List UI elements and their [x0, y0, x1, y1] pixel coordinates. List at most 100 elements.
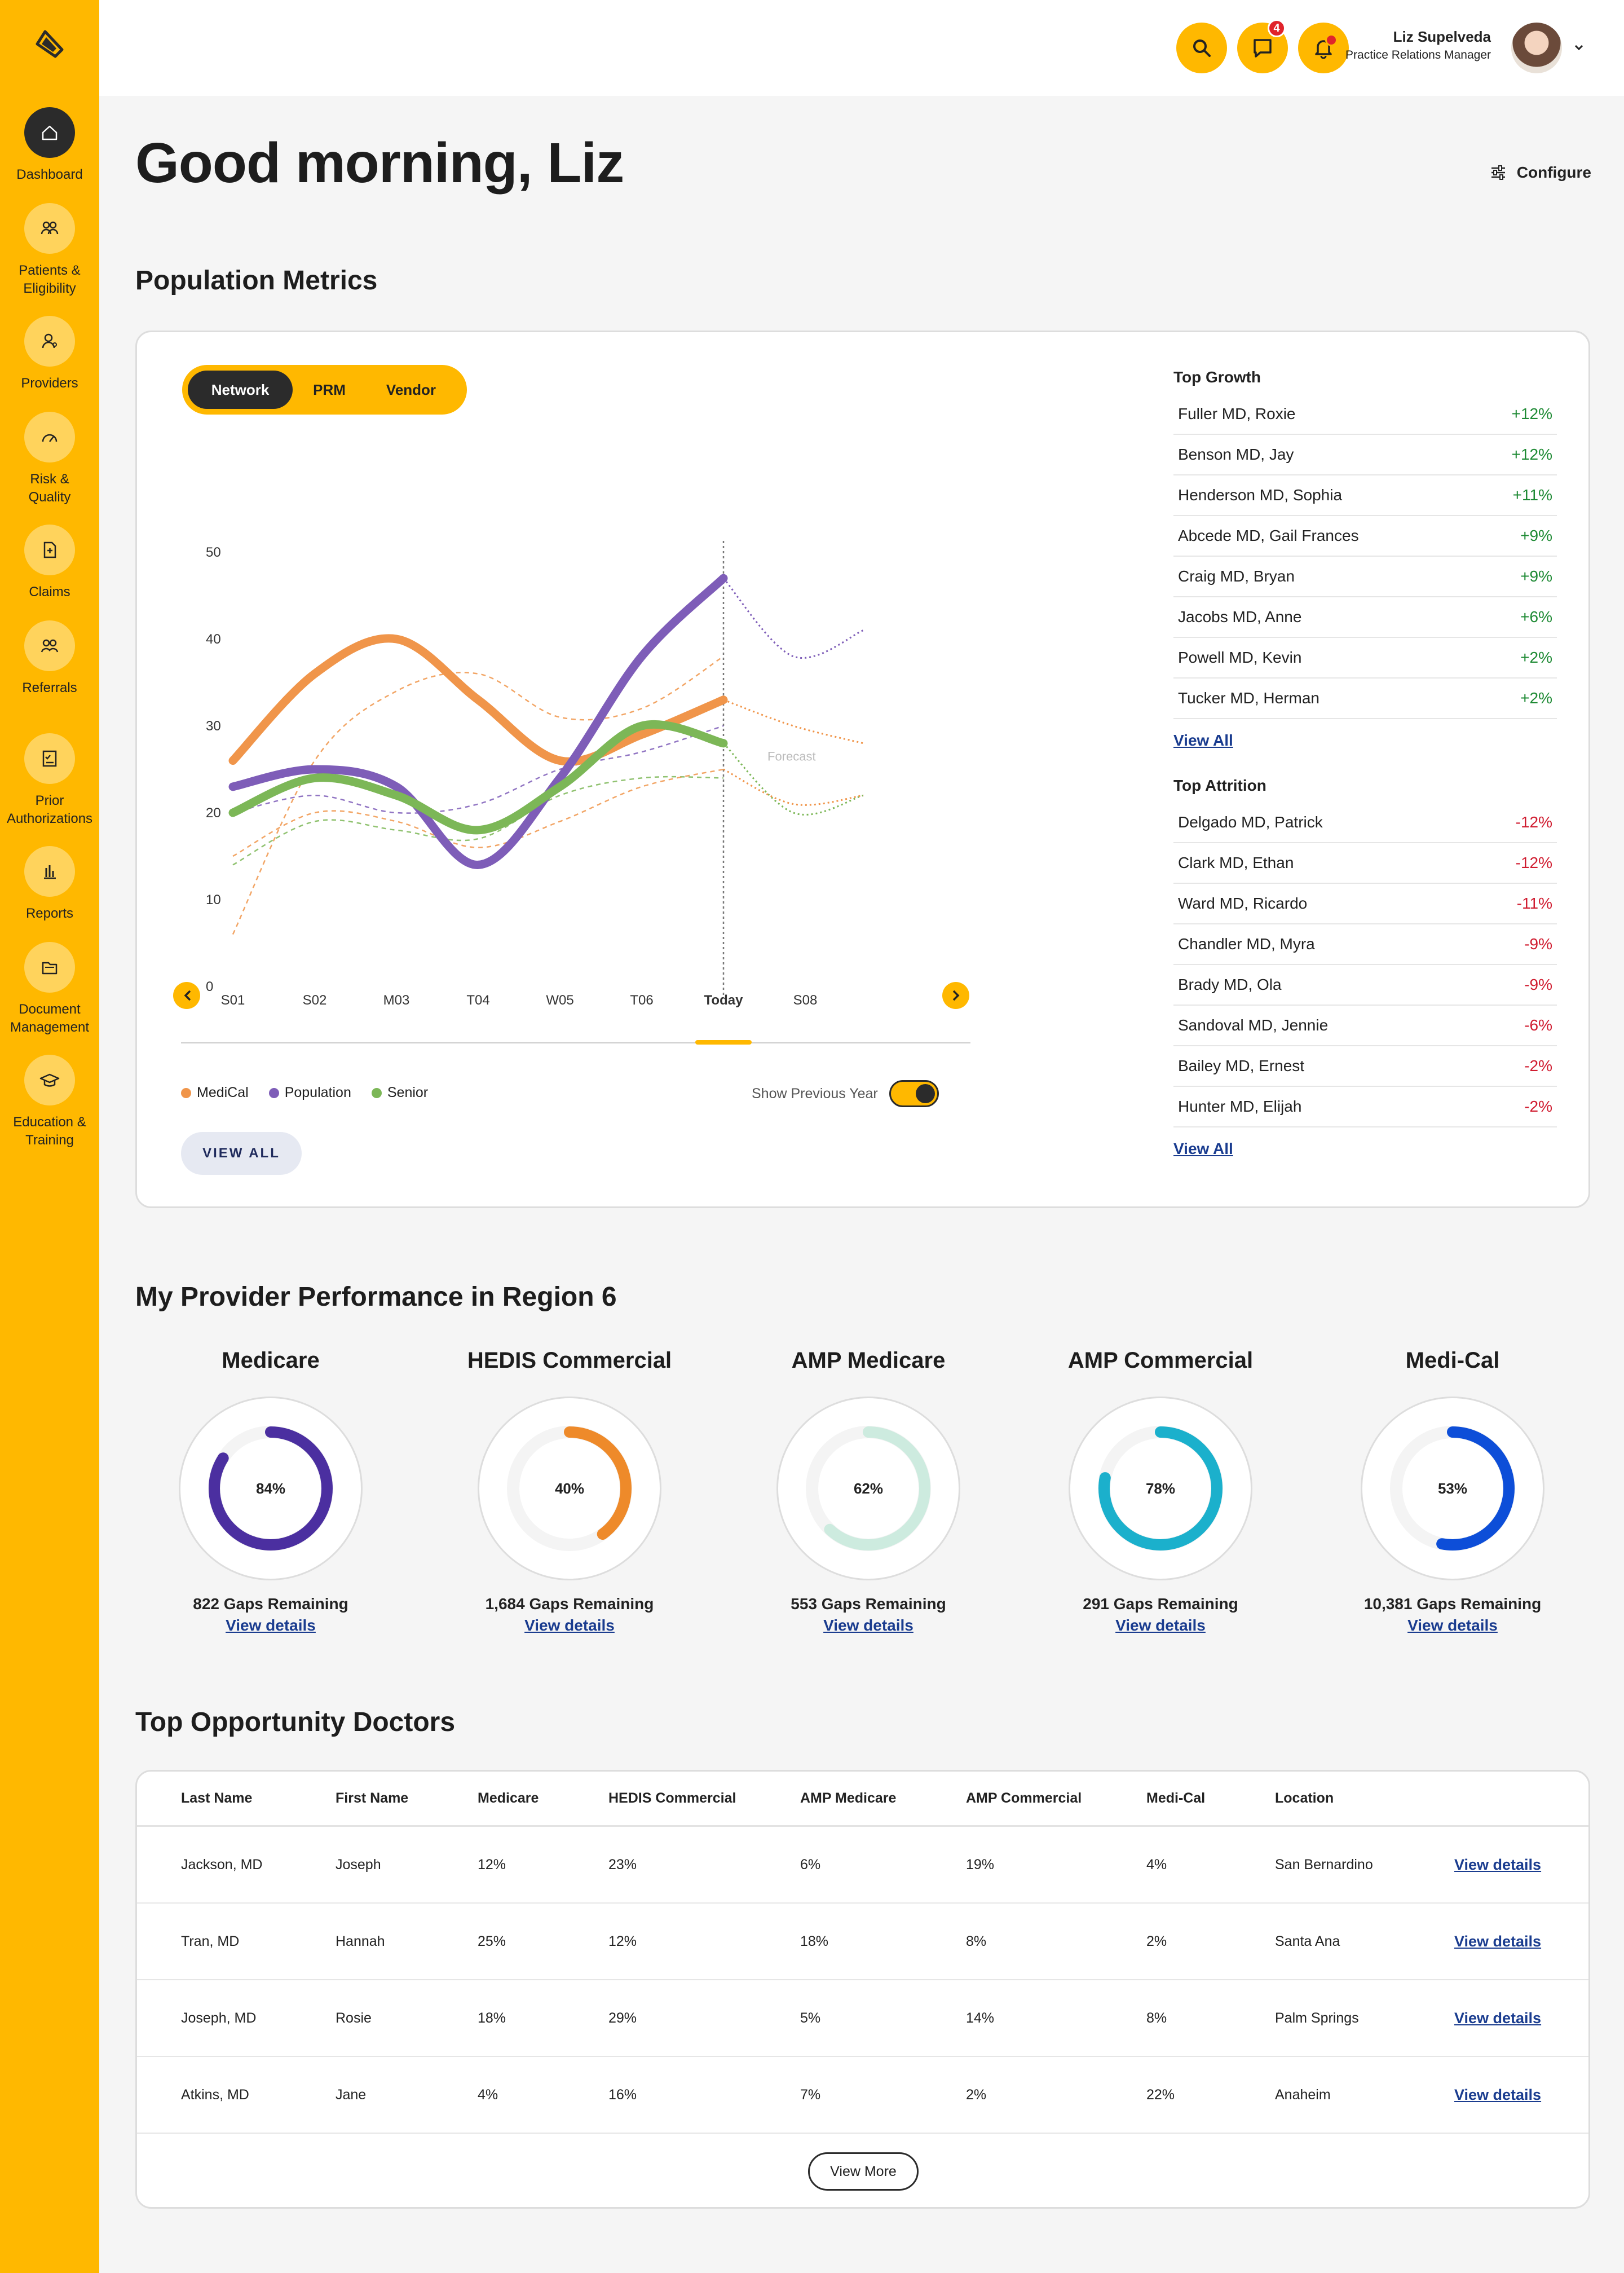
column-header[interactable]: AMP Commercial: [966, 1790, 1082, 1806]
gaps-remaining: 1,684 Gaps Remaining: [485, 1595, 654, 1613]
sidebar-item-education-training[interactable]: Education & Training: [0, 1055, 99, 1149]
top-attrition-view-all-link[interactable]: View All: [1173, 1140, 1233, 1157]
table-cell: 12%: [478, 1856, 506, 1873]
column-header[interactable]: First Name: [336, 1790, 409, 1806]
segment-prm[interactable]: PRM: [313, 381, 346, 398]
sidebar-item-dashboard[interactable]: Dashboard: [0, 107, 99, 184]
x-tick-label: T04: [466, 993, 489, 1008]
top-growth-title: Top Growth: [1173, 368, 1261, 386]
table-cell: Jane: [336, 2086, 367, 2103]
chart-next-button[interactable]: [942, 982, 969, 1009]
change-value: -12%: [1515, 854, 1552, 871]
change-value: +2%: [1520, 649, 1552, 666]
list-item[interactable]: Tucker MD, Herman +2%: [1173, 679, 1557, 719]
sidebar-item-prior-authorizations[interactable]: Prior Authorizations: [0, 733, 99, 828]
top-growth-list: Top Growth Fuller MD, Roxie +12% Benson MD…: [1173, 368, 1557, 750]
table-cell: 23%: [608, 1856, 637, 1873]
list-item[interactable]: Hunter MD, Elijah -2%: [1173, 1087, 1557, 1127]
view-details-link[interactable]: View details: [1454, 2009, 1542, 2027]
performance-title: HEDIS Commercial: [467, 1348, 672, 1373]
messages-button[interactable]: 4: [1237, 19, 1288, 73]
column-header[interactable]: Medicare: [478, 1790, 539, 1806]
performance-title: AMP Medicare: [791, 1348, 946, 1373]
x-tick-label: Today: [704, 993, 744, 1008]
list-item[interactable]: Powell MD, Kevin +2%: [1173, 638, 1557, 679]
view-details-link[interactable]: View details: [524, 1616, 615, 1634]
chevron-left-icon: [184, 990, 191, 1001]
column-header[interactable]: Location: [1275, 1790, 1334, 1806]
provider-name: Tucker MD, Herman: [1178, 689, 1320, 707]
sidebar-item-reports[interactable]: Reports: [0, 846, 99, 923]
column-header[interactable]: Last Name: [181, 1790, 253, 1806]
view-more-button[interactable]: View More: [808, 2152, 919, 2191]
list-item[interactable]: Chandler MD, Myra -9%: [1173, 924, 1557, 965]
list-item[interactable]: Fuller MD, Roxie +12%: [1173, 394, 1557, 435]
gaps-remaining: 10,381 Gaps Remaining: [1363, 1595, 1542, 1613]
doctors-table-card: Last Name First Name Medicare HEDIS Commerc…: [135, 1770, 1590, 2209]
series-line-population: [228, 574, 728, 869]
view-details-link[interactable]: View details: [226, 1616, 316, 1634]
segment-network[interactable]: Network: [188, 371, 293, 409]
sidebar-item-referrals[interactable]: Referrals: [0, 620, 99, 697]
view-details-link[interactable]: View details: [1454, 1856, 1542, 1873]
doctors-title: Top Opportunity Doctors: [135, 1707, 456, 1737]
view-details-link[interactable]: View details: [1454, 2086, 1542, 2103]
column-header[interactable]: Medi-Cal: [1146, 1790, 1206, 1806]
view-details-link[interactable]: View details: [1407, 1616, 1498, 1634]
x-tick-label: S02: [303, 993, 327, 1008]
list-item[interactable]: Abcede MD, Gail Frances +9%: [1173, 516, 1557, 557]
view-all-button[interactable]: VIEW ALL: [181, 1132, 302, 1175]
table-cell: 7%: [800, 2086, 821, 2103]
change-value: -11%: [1516, 895, 1552, 912]
progress-ring: 84%: [179, 1397, 363, 1580]
table-cell: San Bernardino: [1275, 1856, 1373, 1873]
list-item[interactable]: Clark MD, Ethan -12%: [1173, 843, 1557, 884]
change-value: +6%: [1520, 608, 1552, 625]
column-header[interactable]: AMP Medicare: [800, 1790, 897, 1806]
list-item[interactable]: Henderson MD, Sophia +11%: [1173, 475, 1557, 516]
configure-button[interactable]: Configure: [1490, 164, 1591, 182]
table-cell: Joseph, MD: [181, 2010, 257, 2026]
list-item[interactable]: Craig MD, Bryan +9%: [1173, 557, 1557, 597]
change-value: -2%: [1524, 1057, 1552, 1074]
list-item[interactable]: Benson MD, Jay +12%: [1173, 435, 1557, 475]
legend-population: Population: [268, 1085, 351, 1101]
x-tick-label: W05: [546, 993, 573, 1008]
chevron-down-icon[interactable]: [1572, 41, 1586, 54]
brand-logo-icon[interactable]: [33, 27, 67, 61]
table-cell: Palm Springs: [1275, 2010, 1359, 2026]
sidebar: Dashboard Patients & Eligibility Providers…: [0, 0, 99, 2273]
sidebar-item-claims[interactable]: Claims: [0, 525, 99, 601]
view-details-link[interactable]: View details: [1454, 1932, 1542, 1950]
list-item[interactable]: Bailey MD, Ernest -2%: [1173, 1046, 1557, 1087]
view-details-link[interactable]: View details: [1115, 1616, 1206, 1634]
list-item[interactable]: Sandoval MD, Jennie -6%: [1173, 1006, 1557, 1046]
avatar[interactable]: [1511, 23, 1562, 73]
list-item[interactable]: Delgado MD, Patrick -12%: [1173, 803, 1557, 843]
previous-year-toggle[interactable]: [889, 1080, 939, 1107]
segment-toggle: Network PRM Vendor: [182, 365, 467, 415]
top-growth-view-all-link[interactable]: View All: [1173, 732, 1233, 749]
nav-icon-circle: [24, 412, 75, 462]
list-item[interactable]: Brady MD, Ola -9%: [1173, 965, 1557, 1006]
search-button[interactable]: [1176, 23, 1227, 73]
view-details-link[interactable]: View details: [823, 1616, 914, 1634]
list-item[interactable]: Jacobs MD, Anne +6%: [1173, 597, 1557, 638]
sidebar-item-providers[interactable]: Providers: [0, 316, 99, 393]
forecast-line: [722, 742, 864, 816]
progress-arc: [209, 1426, 333, 1550]
sidebar-item-risk-quality[interactable]: Risk & Quality: [0, 412, 99, 506]
toggle-knob: [915, 1084, 935, 1103]
sidebar-item-document-management[interactable]: Document Management: [0, 942, 99, 1037]
nav-icon-circle: [24, 846, 75, 897]
list-item[interactable]: Ward MD, Ricardo -11%: [1173, 884, 1557, 924]
population-line-chart: 0 10 20 30 40 50 Forecast S01 S02 M03 T04 W05 T06 Tod…: [173, 541, 970, 1045]
segment-vendor[interactable]: Vendor: [386, 381, 436, 398]
performance-card-amp-commercial: AMP Commercial 78% 291 Gaps Remaining Vi…: [1048, 1348, 1273, 1635]
notifications-button[interactable]: [1298, 23, 1349, 73]
forecast-line: [722, 578, 864, 659]
sidebar-item-patients-eligibility[interactable]: Patients & Eligibility: [0, 203, 99, 298]
column-header[interactable]: HEDIS Commercial: [608, 1790, 736, 1806]
x-tick-label: S01: [221, 993, 245, 1008]
provider-name: Craig MD, Bryan: [1178, 567, 1295, 585]
